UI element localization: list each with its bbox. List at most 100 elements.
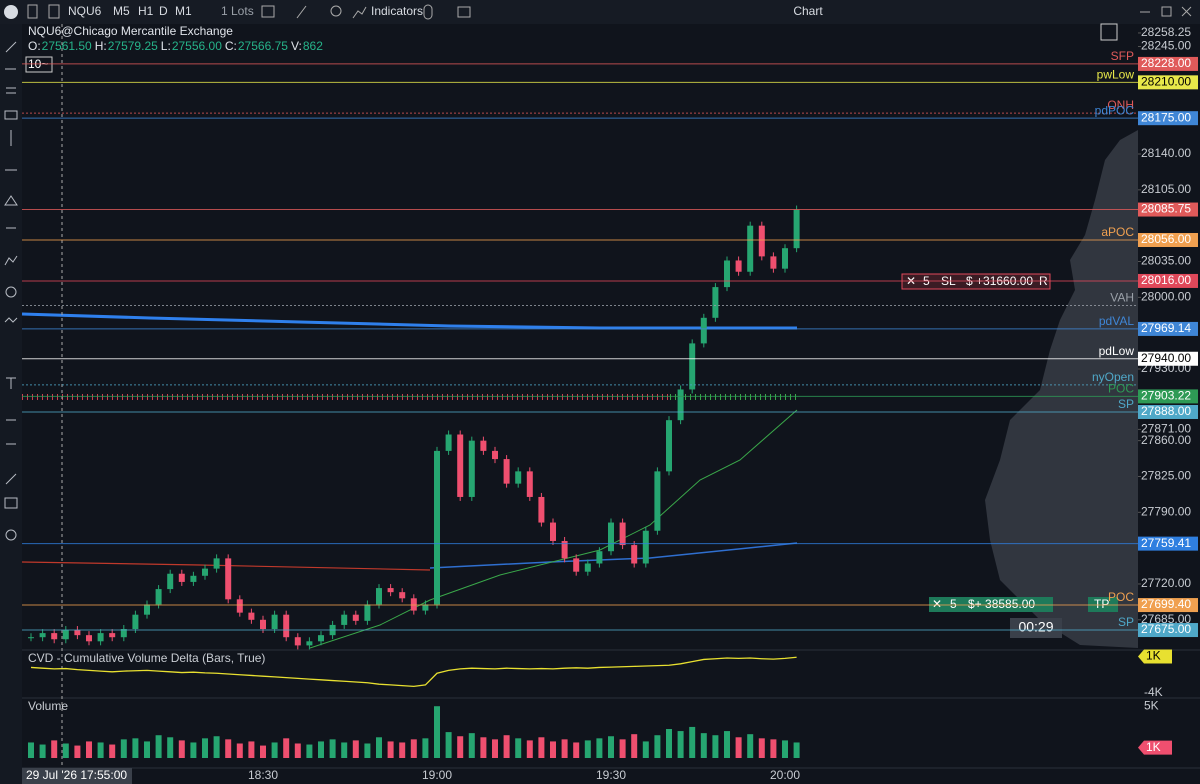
y-tick-label: 28035.00 [1141,254,1191,268]
marks [28,205,800,650]
tool-icon[interactable] [296,5,307,19]
timeframe[interactable]: M5 [113,4,130,18]
volume-bar [584,740,591,758]
tool[interactable] [4,255,18,266]
volume-bar [144,741,150,758]
level-label-box [1138,111,1198,126]
tool[interactable] [4,110,18,120]
tool[interactable] [4,317,18,323]
zoom-box[interactable] [25,56,53,73]
tool-icon[interactable] [261,5,275,18]
scroll-button[interactable] [1100,23,1118,41]
volume-bar [712,735,719,758]
level-label-box [1138,321,1198,336]
candle [109,633,116,638]
volume-bar [619,739,626,758]
level-label: 28228.00 [1141,56,1191,70]
y-tick-label: 27860.00 [1141,433,1191,447]
cvd-current: 1K [1146,649,1161,663]
timeframe[interactable]: D [159,4,168,18]
candle [178,573,185,582]
volume-profile [985,130,1138,648]
candle [770,256,777,269]
moving-average [309,409,798,649]
candle [689,343,696,390]
tool[interactable] [4,497,18,509]
candle [97,633,104,642]
volume-bar [236,743,243,758]
volume-bar [410,739,417,758]
zoom-icon[interactable] [330,5,342,17]
level-tag: VAH [1110,291,1134,305]
tool[interactable] [5,529,17,541]
candle [28,637,34,639]
level-tag: pdLow [1099,344,1135,358]
tp-tag-box[interactable] [1088,597,1118,612]
readout-value: 27556.00 [172,39,222,53]
level-tag: aPOC [1101,225,1134,239]
level-label: 27903.22 [1141,389,1191,403]
candle [445,434,452,451]
tool-icon[interactable] [457,6,471,18]
tool[interactable] [5,473,17,485]
level-tag: pdPOC [1095,103,1135,117]
candle [561,540,568,559]
layout-button[interactable] [27,4,38,19]
candle [782,248,788,269]
indicator-icon[interactable] [352,6,367,19]
level-label: 27969.14 [1141,321,1191,335]
level-label-box [1138,404,1198,419]
y-tick-label: 27720.00 [1141,576,1191,590]
cvd-line [30,656,797,688]
tool[interactable] [5,286,17,298]
cancel[interactable]: ✕ [932,597,942,611]
level-label: 27940.00 [1141,351,1191,365]
sl-box[interactable] [901,273,1051,290]
level-label-box [1138,202,1198,217]
close[interactable] [1181,6,1192,17]
tool[interactable] [4,195,18,206]
tp-box[interactable] [929,597,1053,612]
volume-bar [631,734,638,758]
candle [294,637,301,646]
candle [492,450,498,460]
volume-bar [306,744,313,758]
lots[interactable]: 1 Lots [221,4,254,18]
candle [642,530,649,564]
indicators-button[interactable]: Indicators [371,4,423,18]
level-label: 28085.75 [1141,202,1191,216]
cvd-current-box [1138,649,1172,664]
readout-key: C: [225,39,237,53]
volume-bar [550,741,556,758]
timeframe[interactable]: M1 [175,4,192,18]
tool-icon[interactable] [423,4,433,20]
level-label: 28016.00 [1141,273,1191,287]
candle [74,630,81,636]
x-tick-label: 20:00 [770,768,800,782]
candle [236,599,243,613]
volume-bar [747,734,754,758]
readout-key: H: [95,39,107,53]
sl-order[interactable]: ✕ 5 SL $ +31660.00 R [901,273,1051,290]
logo[interactable] [4,5,18,19]
candle [306,641,313,646]
volume-bar [51,740,58,758]
tp-order[interactable]: ✕ 5 $+ 38585.00 TP [929,597,1118,612]
tool[interactable] [5,41,17,53]
level-label-box [1138,273,1198,288]
volume-bar [352,740,359,758]
candle [468,440,475,497]
level-tag: pdVAL [1099,314,1134,328]
level-label: 27675.00 [1141,622,1191,636]
timeframe[interactable]: H1 [138,4,154,18]
volume-bar [225,739,232,758]
volume-bar [689,726,696,758]
y-tick-label: 28140.00 [1141,146,1191,160]
crosshair-label: 29 Jul '26 17:55:00 [26,768,127,782]
candle [573,558,580,572]
level-label-box [1138,351,1198,366]
maximize[interactable] [1161,6,1172,17]
x-tick-label: 18:30 [248,768,278,782]
symbol[interactable]: NQU6 [68,4,102,18]
